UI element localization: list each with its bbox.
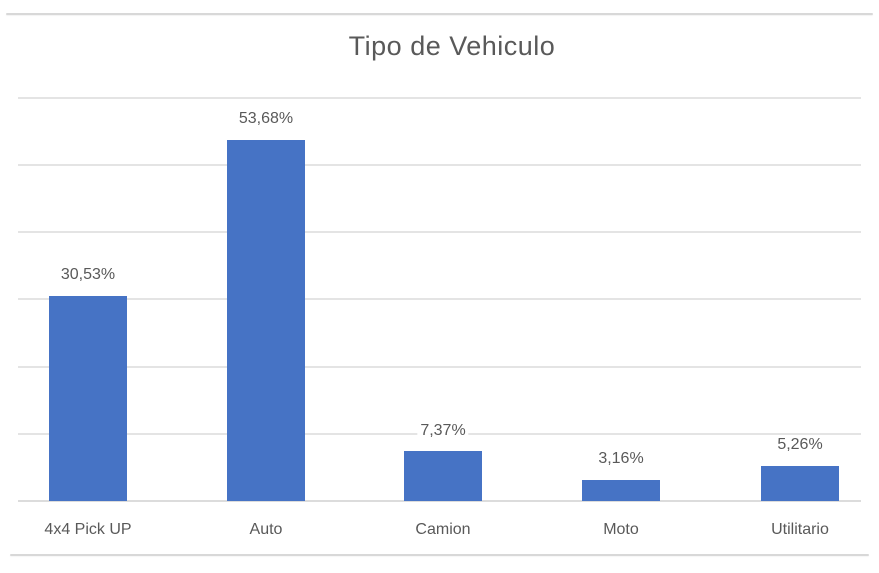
data-label-camion: 7,37% xyxy=(417,421,469,440)
bar-4x4-pick-up xyxy=(49,295,127,501)
x-axis-line xyxy=(18,500,861,502)
bar-camion xyxy=(404,451,482,501)
bar-moto xyxy=(582,479,660,501)
data-label-4x4-pick-up: 30,53% xyxy=(57,265,119,284)
data-label-auto: 53,68% xyxy=(235,110,297,129)
gridline-20pct xyxy=(18,365,861,368)
category-label-moto: Moto xyxy=(603,521,639,538)
chart-bottom-border xyxy=(10,554,869,556)
data-label-utilitario: 5,26% xyxy=(774,435,826,454)
bar-auto xyxy=(227,140,305,501)
chart-title: Tipo de Vehiculo xyxy=(348,31,556,61)
bar-utilitario xyxy=(761,465,839,501)
data-label-moto: 3,16% xyxy=(595,449,647,468)
category-label-camion: Camion xyxy=(415,521,471,538)
chart-top-border xyxy=(6,13,873,15)
gridline-40pct xyxy=(18,231,861,234)
category-label-utilitario: Utilitario xyxy=(771,521,829,538)
category-label-auto: Auto xyxy=(249,521,283,538)
gridline-60pct xyxy=(18,96,861,99)
category-label-4x4-pick-up: 4x4 Pick UP xyxy=(44,521,132,538)
gridline-30pct xyxy=(18,298,861,301)
gridline-50pct xyxy=(18,164,861,167)
